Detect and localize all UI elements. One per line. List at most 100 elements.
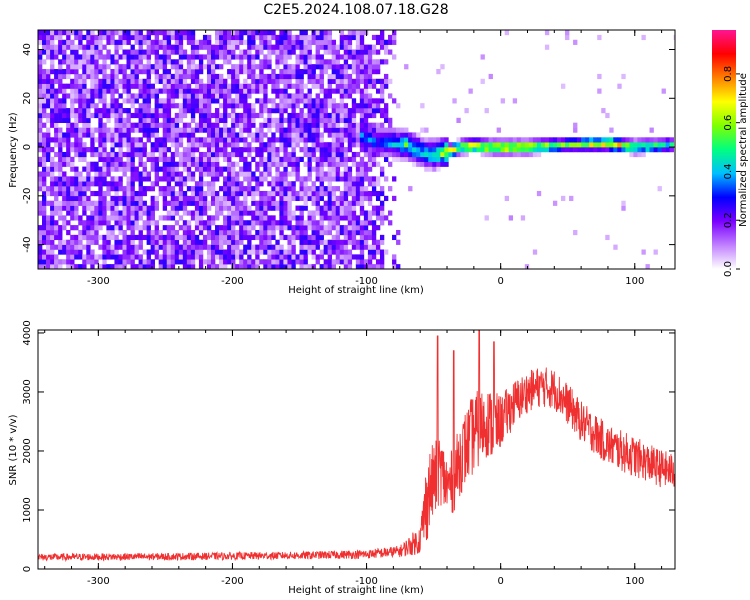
spectrogram-cell	[98, 117, 103, 123]
spectrogram-cell	[263, 205, 268, 211]
spectrogram-cell	[335, 229, 341, 236]
spectrogram-cell	[134, 49, 139, 55]
spectrogram-cell	[186, 132, 192, 138]
spectrogram-cell	[448, 151, 453, 158]
spectrogram-cell	[343, 78, 349, 84]
spectrogram-cell	[279, 249, 284, 255]
spectrogram-cell	[223, 49, 228, 55]
spectrogram-cell	[259, 210, 264, 216]
spectrogram-cell	[291, 264, 296, 269]
spectrogram-cell	[239, 147, 244, 153]
spectrogram-cell	[114, 220, 119, 226]
spectrogram-cell	[227, 73, 232, 80]
spectrogram-cell	[162, 64, 168, 70]
spectrogram-cell	[86, 166, 91, 172]
spectrogram-cell	[259, 244, 264, 250]
spectrogram-cell	[106, 161, 111, 167]
spectrogram-cell	[66, 39, 71, 45]
spectrogram-cell	[150, 239, 155, 245]
spectrogram-cell	[78, 127, 83, 133]
spectrogram-cell	[154, 127, 159, 133]
spectrogram-cell	[118, 161, 123, 167]
spectrogram-cell	[255, 244, 260, 250]
spectrogram-cell	[154, 229, 159, 236]
spectrogram-cell	[154, 234, 159, 241]
spectrogram-cell	[327, 30, 332, 36]
spectrogram-cell	[577, 147, 582, 153]
spectrogram-cell	[223, 249, 228, 255]
spectrogram-cell	[339, 54, 345, 60]
spectrogram-cell	[239, 137, 244, 143]
spectrogram-cell	[162, 171, 168, 177]
spectrogram-cell	[118, 112, 123, 119]
spectrogram-cell	[110, 73, 115, 80]
spectrogram-cell	[138, 210, 143, 216]
spectrogram-cell	[255, 30, 260, 36]
spectrogram-cell	[150, 108, 155, 114]
spectrogram-cell	[150, 69, 155, 75]
spectrogram-cell	[339, 171, 345, 177]
spectrogram-cell	[206, 64, 212, 70]
spectrogram-cell	[158, 122, 164, 128]
spectrogram-cell	[170, 156, 176, 162]
spectrogram-cell	[263, 195, 268, 202]
spectrogram-cell	[126, 88, 131, 94]
spectrogram-cell	[106, 88, 111, 94]
spectrogram-cell	[66, 44, 71, 50]
spectrogram-cell	[367, 190, 373, 197]
spectrogram-cell	[142, 225, 147, 231]
spectrogram-cell	[347, 166, 353, 172]
spectrogram-cell	[263, 54, 268, 60]
spectrogram-cell	[367, 200, 373, 206]
spectrogram-cell	[383, 142, 389, 148]
spectrogram-cell	[327, 117, 332, 123]
spectrogram-cell	[162, 186, 168, 192]
spectrogram-cell	[202, 108, 208, 114]
spectrogram-cell	[74, 78, 79, 84]
spectrogram-cell	[94, 44, 99, 50]
spectrogram-cell	[82, 176, 87, 182]
spectrogram-cell	[182, 132, 188, 138]
spectrogram-cell	[162, 49, 168, 55]
spectrogram-cell	[231, 220, 236, 226]
spectrogram-cell	[118, 176, 123, 182]
spectrogram-cell	[215, 195, 220, 202]
spectrogram-cell	[355, 264, 361, 269]
spectrogram-cell	[319, 264, 324, 269]
spectrogram-cell	[307, 161, 312, 167]
spectrogram-cell	[392, 54, 397, 60]
spectrogram-cell	[126, 39, 131, 45]
spectrogram-cell	[70, 181, 75, 187]
spectrogram-cell	[70, 93, 75, 99]
spectrogram-cell	[347, 190, 353, 197]
spectrogram-cell	[263, 30, 268, 36]
spectrogram-cell	[548, 137, 554, 143]
spectrogram-cell	[82, 93, 87, 99]
spectrogram-cell	[154, 30, 159, 36]
spectrogram-cell	[367, 215, 373, 221]
spectrogram-cell	[223, 264, 228, 269]
spectrogram-cell	[206, 44, 212, 50]
spectrogram-cell	[38, 186, 43, 192]
spectrogram-cell	[178, 176, 184, 182]
spectrogram-cell	[231, 44, 236, 50]
spectrogram-cell	[379, 98, 385, 104]
spectrogram-cell	[367, 229, 373, 236]
spectrogram-cell	[90, 249, 95, 255]
spectrogram-cell	[219, 229, 224, 236]
spectrogram-cell	[46, 132, 51, 138]
spectrogram-cell	[70, 103, 75, 109]
spectrogram-cell	[251, 54, 256, 60]
spectrogram-cell	[319, 220, 324, 226]
spectrogram-cell	[251, 156, 256, 162]
spectrogram-cell	[126, 249, 131, 255]
spectrogram-cell	[166, 229, 172, 236]
spectrogram-cell	[456, 142, 461, 148]
spectrogram-cell	[351, 78, 357, 84]
spectrogram-cell	[315, 147, 320, 153]
spectrogram-cell	[110, 98, 115, 104]
spectrogram-cell	[235, 186, 240, 192]
spectrogram-cell	[420, 147, 425, 153]
spectrogram-cell	[86, 117, 91, 123]
spectrogram-cell	[323, 161, 328, 167]
